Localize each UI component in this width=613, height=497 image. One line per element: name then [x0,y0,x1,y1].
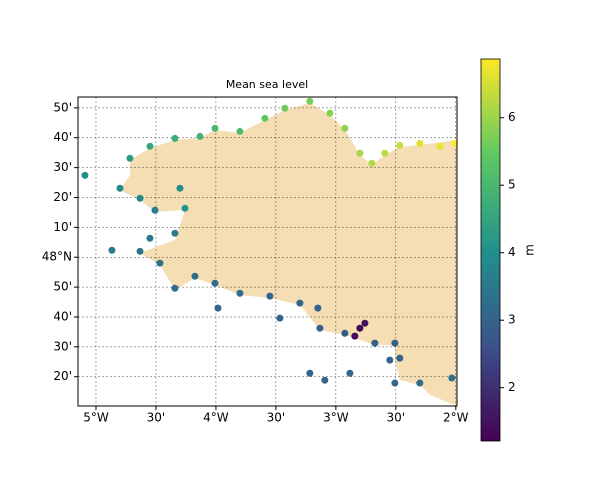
data-point [361,319,369,327]
y-tick-label: 20' [53,369,72,383]
y-tick-label: 50' [53,100,72,114]
map-frame [77,96,458,407]
data-point [276,314,284,322]
data-point [191,272,199,280]
data-point [386,356,394,364]
colorbar-tick-label: 4 [508,245,516,259]
data-point [396,141,404,149]
data-point [136,247,144,255]
data-point [116,184,124,192]
data-point [108,246,116,254]
colorbar [480,58,501,442]
data-point [171,134,179,142]
data-point [214,304,222,312]
x-tick-label: 30' [147,411,166,425]
x-tick-label: 30' [267,411,286,425]
data-point [351,332,359,340]
data-point [171,229,179,237]
colorbar-tick-label: 2 [508,380,516,394]
x-tick-label: 30' [387,411,406,425]
data-point [126,154,134,162]
data-point [211,279,219,287]
data-point [236,127,244,135]
data-point [314,304,322,312]
colorbar-tick-label: 5 [508,178,516,192]
data-point [136,194,144,202]
data-point [368,159,376,167]
data-point [81,171,89,179]
data-point [156,259,164,267]
data-point [391,339,399,347]
data-point [306,97,314,105]
data-point [356,149,364,157]
data-point [196,132,204,140]
data-point [321,376,329,384]
data-point [306,369,314,377]
data-point [391,379,399,387]
data-point [151,206,159,214]
data-point [146,234,154,242]
map-title: Mean sea level [226,78,308,91]
data-point [296,299,304,307]
data-point [341,124,349,132]
data-point [266,292,274,300]
data-point [416,379,424,387]
data-point [346,369,354,377]
data-point [236,289,244,297]
data-point [448,374,456,382]
colorbar-label: m [523,244,537,256]
land [120,103,457,406]
data-point [341,329,349,337]
y-tick-label: 10' [53,220,72,234]
x-tick-label: 4°W [203,411,229,425]
data-point [146,142,154,150]
x-tick-label: 3°W [323,411,349,425]
data-point [211,124,219,132]
y-tick-label: 20' [53,190,72,204]
data-point [416,139,424,147]
data-point [261,114,269,122]
data-point [326,109,334,117]
y-tick-label: 30' [53,339,72,353]
x-tick-label: 5°W [83,411,109,425]
y-tick-label: 30' [53,160,72,174]
data-point [381,149,389,157]
data-point [316,324,324,332]
colorbar-tick-label: 3 [508,313,516,327]
y-tick-label: 48°N [42,250,72,264]
data-point [371,339,379,347]
data-point [281,104,289,112]
data-point [436,142,444,150]
x-tick-label: 2°W [443,411,469,425]
y-tick-label: 50' [53,280,72,294]
data-point [396,354,404,362]
colorbar-tick-label: 6 [508,110,516,124]
data-point [176,184,184,192]
data-point [181,204,189,212]
data-point [171,284,179,292]
y-tick-label: 40' [53,309,72,323]
data-point [451,139,457,147]
data-point [356,324,364,332]
y-tick-label: 40' [53,130,72,144]
